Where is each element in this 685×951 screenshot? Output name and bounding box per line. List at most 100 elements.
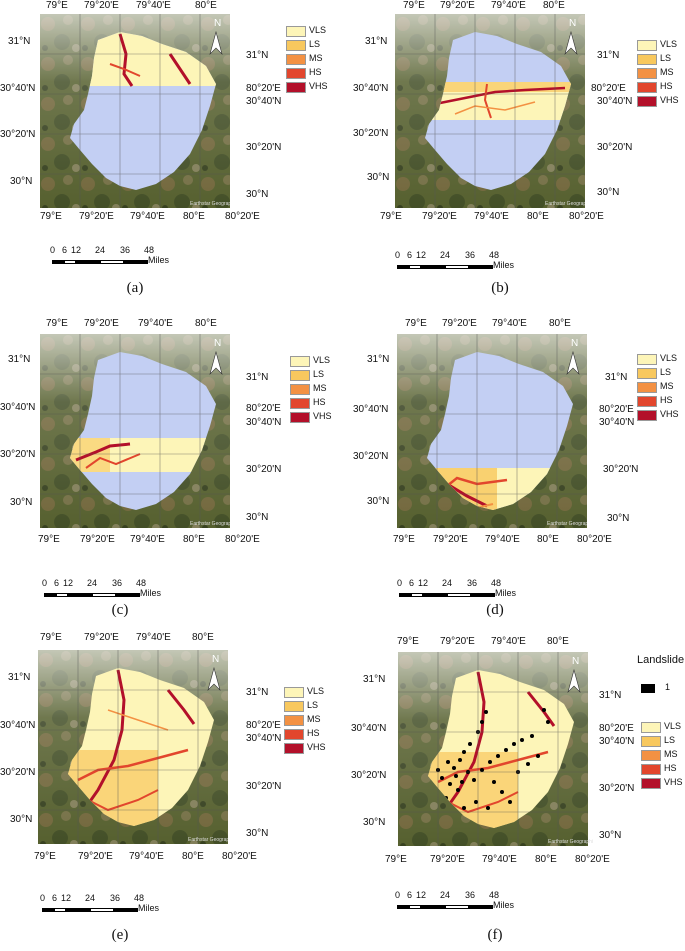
right-label: 31°N — [597, 50, 620, 61]
right-label: 30°N — [597, 187, 620, 198]
legend-item-ms: MS — [290, 383, 350, 396]
bottom-lon-label: 79°20'E — [80, 534, 115, 545]
right-label: 31°N — [246, 372, 269, 383]
bottom-lon-label: 80°E — [535, 854, 557, 865]
top-lon-label: 79°40'E — [136, 0, 171, 11]
top-lon-label: 79°40'E — [136, 632, 171, 643]
right-label: 30°40'N — [599, 417, 635, 428]
top-lon-label: 79°E — [397, 636, 419, 647]
bottom-lon-label: 79°E — [385, 854, 407, 865]
legend-item-hs: HS — [286, 67, 346, 80]
top-lon-label: 79°40'E — [491, 636, 526, 647]
left-lat-label: 31°N — [8, 354, 31, 365]
legend-item-hs: HS — [641, 763, 685, 776]
legend-item-vhs: VHS — [286, 81, 346, 94]
left-lat-label: 30°40'N — [353, 404, 389, 415]
map-image: N Earthstar Geographics — [393, 652, 593, 846]
legend-item-ls: LS — [290, 369, 350, 382]
bottom-lon-label: 80°20'E — [225, 534, 260, 545]
left-lat-label: 30°N — [367, 172, 390, 183]
bottom-lon-label: 79°E — [34, 851, 56, 862]
bottom-lon-label: 79°20'E — [78, 851, 113, 862]
legend-item-hs: HS — [637, 395, 685, 408]
bottom-lon-label: 80°E — [182, 851, 204, 862]
scale-bar: 0 6 12 24 36 48 Miles — [395, 890, 515, 910]
bottom-lon-label: 80°E — [527, 211, 549, 222]
bottom-lon-label: 80°E — [183, 534, 205, 545]
top-lon-label: 79°20'E — [442, 318, 477, 329]
top-lon-label: 80°E — [195, 0, 217, 11]
left-lat-label: 30°N — [10, 176, 33, 187]
left-lat-label: 30°N — [10, 497, 33, 508]
bottom-lon-label: 79°20'E — [433, 534, 468, 545]
bottom-lon-label: 79°E — [38, 534, 60, 545]
legend-item-vls: VLS — [637, 39, 685, 52]
bottom-lon-label: 79°E — [393, 534, 415, 545]
left-lat-label: 30°20'N — [0, 129, 36, 140]
top-lon-label: 79°E — [46, 0, 68, 11]
bottom-lon-label: 80°20'E — [569, 211, 604, 222]
map-panel-e: 79°E 79°20'E 79°40'E 80°E 31°N 30°40'N 3… — [0, 632, 340, 949]
top-lon-label: 79°20'E — [440, 0, 475, 11]
top-lon-label: 79°40'E — [138, 318, 173, 329]
right-label: 30°N — [246, 828, 269, 839]
watermark-text: Earthstar Geographics — [190, 201, 230, 207]
map-panel-d: 79°E 79°20'E 79°40'E 80°E 31°N 30°40'N 3… — [345, 318, 685, 635]
legend-item-hs: HS — [290, 397, 350, 410]
right-label: 30°N — [246, 512, 269, 523]
scale-bar: 0 6 12 24 36 48 Miles — [50, 245, 170, 265]
panel-caption: (d) — [486, 602, 504, 618]
bottom-lon-label: 80°20'E — [575, 854, 610, 865]
bottom-lon-label: 79°E — [40, 211, 62, 222]
watermark-text: Earthstar Geographics — [190, 521, 230, 527]
legend-item-vls: VLS — [637, 353, 685, 366]
watermark-text: Earthstar Geographics — [548, 839, 593, 845]
map-image: N Earthstar Geographics — [38, 650, 228, 844]
bottom-lon-label: 79°40'E — [130, 534, 165, 545]
right-label: 80°20'E — [599, 404, 634, 415]
bottom-lon-label: 79°40'E — [129, 851, 164, 862]
top-lon-label: 79°20'E — [84, 0, 119, 11]
map-image: N Earthstar Geographics — [397, 334, 587, 528]
left-lat-label: 30°20'N — [351, 770, 387, 781]
right-label: 30°N — [599, 830, 622, 841]
north-label: N — [212, 654, 219, 665]
map-image: N Earthstar Geographics — [40, 334, 230, 528]
map-panel-a: 79°E 79°20'E 79°40'E 80°E 31°N 30°40'N 3… — [0, 0, 340, 317]
legend-item-ls: LS — [637, 53, 685, 66]
north-label: N — [214, 18, 221, 29]
left-lat-label: 30°20'N — [0, 767, 36, 778]
legend-item-vhs: VHS — [284, 742, 344, 755]
legend-item-vhs: VHS — [637, 409, 685, 422]
right-label: 80°20'E — [246, 83, 281, 94]
scale-bar: 0 6 12 24 36 48 Miles — [397, 578, 517, 598]
legend-item-hs: HS — [284, 728, 344, 741]
legend-item-ms: MS — [641, 749, 685, 762]
left-lat-label: 31°N — [365, 36, 388, 47]
right-label: 30°40'N — [597, 96, 633, 107]
right-label: 31°N — [605, 372, 628, 383]
bottom-lon-label: 80°20'E — [225, 211, 260, 222]
map-panel-b: 79°E 79°20'E 79°40'E 80°E 31°N 30°40'N 3… — [345, 0, 685, 317]
legend-item-vhs: VHS — [641, 777, 685, 790]
right-label: 80°20'E — [246, 720, 281, 731]
legend-item-ms: MS — [637, 67, 685, 80]
top-lon-label: 79°20'E — [84, 318, 119, 329]
top-lon-label: 79°40'E — [491, 0, 526, 11]
left-lat-label: 31°N — [367, 354, 390, 365]
left-lat-label: 30°40'N — [0, 83, 36, 94]
map-panel-f: 79°E 79°20'E 79°40'E 80°E 31°N 30°40'N 3… — [345, 632, 685, 949]
right-label: 80°20'E — [246, 403, 281, 414]
top-lon-label: 79°E — [403, 0, 425, 11]
bottom-lon-label: 80°20'E — [222, 851, 257, 862]
north-arrow-icon — [567, 668, 581, 694]
watermark-text: Earthstar Geographics — [188, 837, 228, 843]
top-lon-label: 79°E — [40, 632, 62, 643]
bottom-lon-label: 79°40'E — [482, 854, 517, 865]
legend-item-vls: VLS — [641, 721, 685, 734]
top-lon-label: 80°E — [549, 318, 571, 329]
bottom-lon-label: 80°E — [537, 534, 559, 545]
north-arrow-icon — [566, 350, 580, 376]
legend-item-hs: HS — [637, 81, 685, 94]
panel-caption: (e) — [111, 927, 129, 943]
